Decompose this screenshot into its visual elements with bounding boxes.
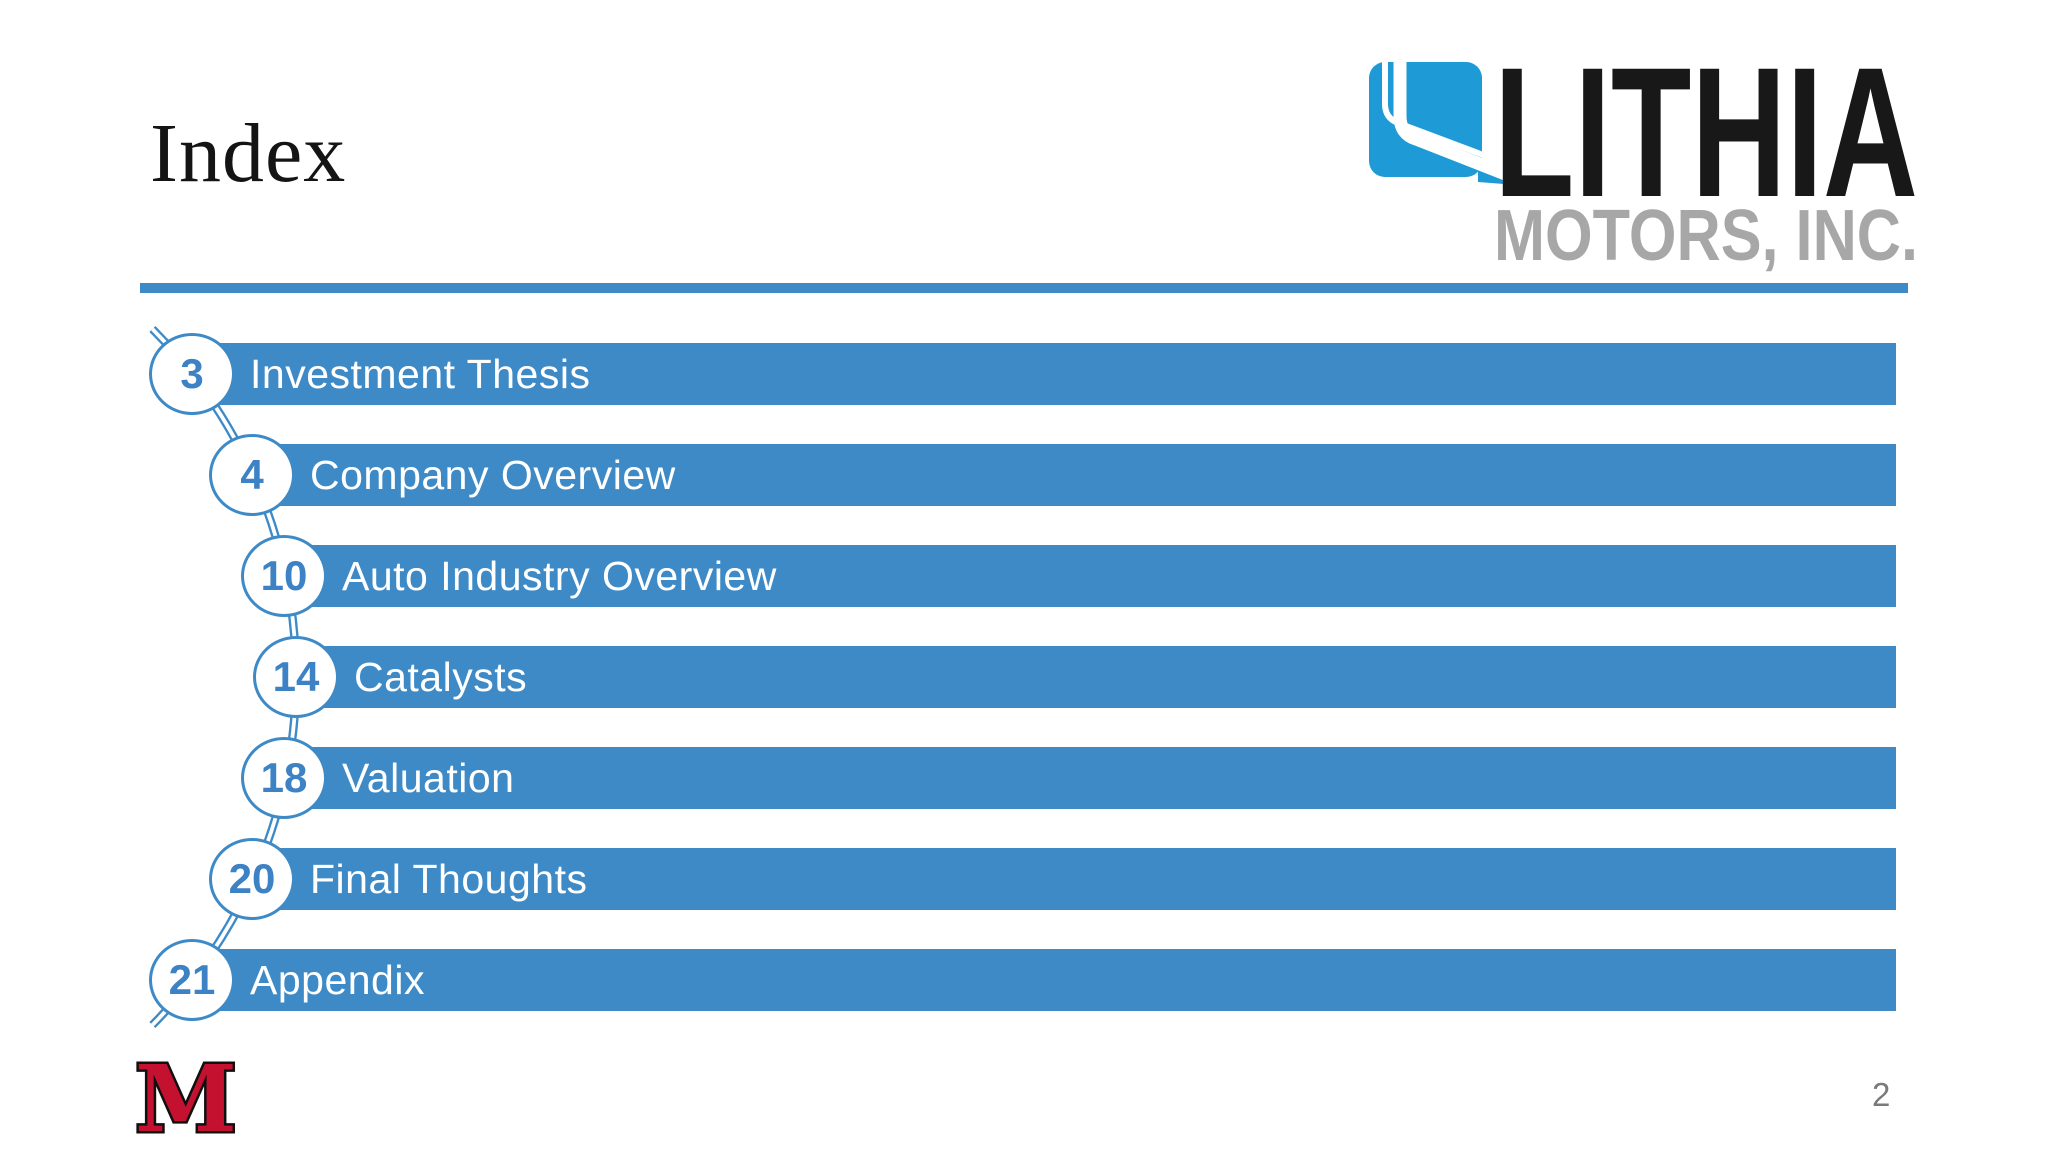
page-title: Index — [150, 107, 347, 200]
toc-item-page-circle: 18 — [241, 737, 327, 819]
toc-item-page-number: 18 — [260, 754, 308, 801]
toc-item-page-circle: 4 — [209, 434, 295, 516]
toc-item-label: Investment Thesis — [250, 350, 591, 397]
toc-item-bar: Final Thoughts — [244, 848, 1896, 910]
toc-item-page-number: 21 — [168, 956, 216, 1003]
toc-item-label: Company Overview — [310, 451, 676, 498]
miami-university-logo: M — [133, 1056, 239, 1146]
lithia-logo-mark-icon — [1369, 62, 1530, 188]
toc-item-page-number: 14 — [272, 653, 320, 700]
toc-item-bar: Company Overview — [244, 444, 1896, 506]
toc-item-page-circle: 20 — [209, 838, 295, 920]
toc-item-page-number: 10 — [260, 552, 308, 599]
toc-item-bar: Appendix — [184, 949, 1896, 1011]
page-number: 2 — [1872, 1076, 1891, 1113]
toc-item-page-number: 4 — [240, 451, 264, 498]
toc-item-label: Valuation — [342, 754, 515, 801]
toc-item-label: Final Thoughts — [310, 855, 588, 902]
miami-m-letter: M — [135, 1056, 237, 1146]
toc-item-label: Catalysts — [354, 653, 528, 700]
toc-item-bar: Catalysts — [288, 646, 1896, 708]
toc-item-label: Auto Industry Overview — [342, 552, 777, 599]
toc-item-bar: Investment Thesis — [184, 343, 1896, 405]
toc-item-page-circle: 10 — [241, 535, 327, 617]
toc-item-bar: Valuation — [276, 747, 1896, 809]
toc-item-bar: Auto Industry Overview — [276, 545, 1896, 607]
toc-item-page-number: 20 — [228, 855, 276, 902]
lithia-brand-text: LITHIA — [1494, 40, 1918, 236]
toc-item-page-number: 3 — [180, 350, 204, 397]
title-separator-rule — [140, 283, 1908, 293]
toc-item-page-circle: 3 — [149, 333, 235, 415]
toc-item-page-circle: 21 — [149, 939, 235, 1021]
lithia-wordmark: LITHIA MOTORS, INC. — [1494, 40, 1918, 275]
toc-item-page-circle: 14 — [253, 636, 339, 718]
lithia-subbrand-text: MOTORS, INC. — [1494, 196, 1918, 275]
